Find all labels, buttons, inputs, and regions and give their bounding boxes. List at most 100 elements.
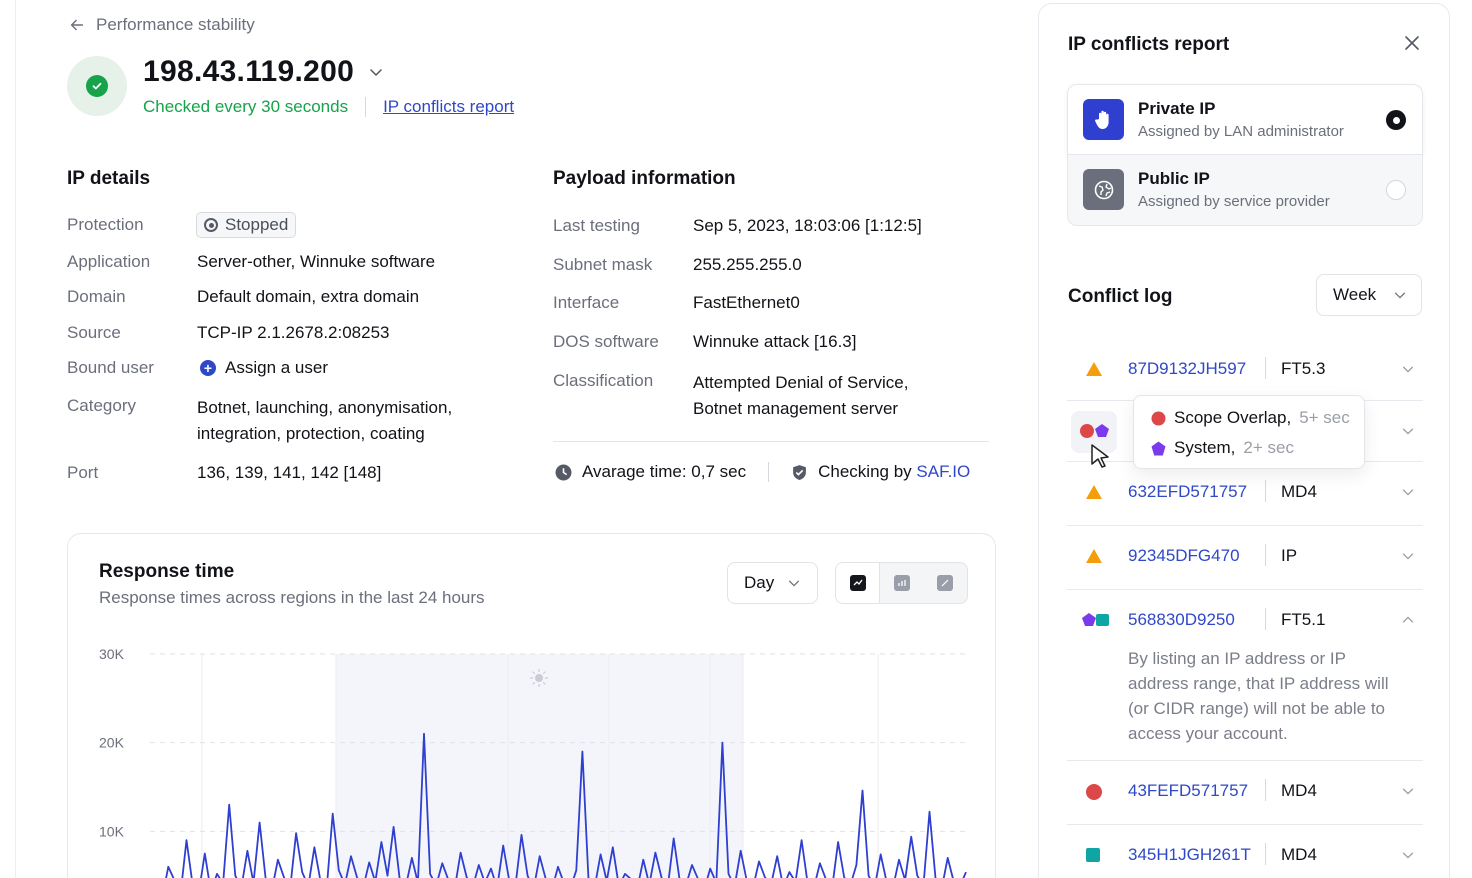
option-private-ip[interactable]: Private IP Assigned by LAN administrator [1067, 84, 1423, 155]
kv-value: Botnet, launching, anonymisation, [197, 398, 453, 417]
kv-key: Domain [67, 287, 126, 306]
period-select[interactable]: Day [727, 562, 818, 604]
assign-user-button[interactable]: + Assign a user [200, 358, 328, 378]
check-frequency: Checked every 30 seconds IP conflicts re… [143, 97, 514, 117]
log-code: FT5.1 [1281, 610, 1326, 629]
percent-view-button[interactable] [924, 563, 967, 603]
kv-value: FastEthernet0 [693, 293, 800, 312]
chevron-down-icon[interactable] [1401, 549, 1415, 568]
response-time-card: Response time Response times across regi… [67, 533, 996, 878]
ip-address: 198.43.119.200 [143, 55, 355, 88]
circle-pentagon-icon [1080, 424, 1109, 438]
highlight-region [336, 654, 743, 878]
log-id[interactable]: 632EFD571757 [1128, 482, 1248, 501]
kv-key: Bound user [67, 358, 154, 377]
y-tick-label: 20K [99, 735, 125, 751]
back-link[interactable]: Performance stability [68, 15, 255, 35]
arrow-left-icon [70, 19, 84, 31]
line-chart-view-button[interactable] [836, 563, 881, 603]
radio-unselected[interactable] [1386, 180, 1406, 200]
log-row-expanded[interactable]: 568830D9250 FT5.1 By listing an IP addre… [1067, 590, 1423, 761]
log-id[interactable]: 92345DFG470 [1128, 546, 1240, 565]
log-row[interactable]: 87D9132JH597 FT5.3 [1067, 339, 1423, 401]
hand-icon [1083, 99, 1124, 140]
line-chart-icon [849, 575, 866, 591]
kv-value: 136, 139, 141, 142 [148] [197, 463, 382, 482]
checking-provider-link[interactable]: SAF.IO [916, 462, 971, 481]
chart-title: Response time [99, 561, 235, 582]
cursor-pointer-icon [1091, 444, 1109, 468]
clock-icon [555, 464, 572, 480]
tooltip-time: 2+ sec [1243, 438, 1294, 457]
chevron-up-icon[interactable] [1401, 613, 1415, 632]
kv-value: 255.255.255.0 [693, 255, 802, 274]
stop-icon [204, 218, 218, 232]
panel-title: IP conflicts report [1068, 34, 1230, 55]
log-code: MD4 [1281, 482, 1317, 501]
kv-key: Protection [67, 215, 144, 234]
log-id[interactable]: 87D9132JH597 [1128, 359, 1247, 378]
conflict-log-title: Conflict log [1068, 286, 1173, 307]
log-id[interactable]: 345H1JGH261T [1128, 845, 1251, 864]
back-label: Performance stability [96, 15, 255, 34]
kv-key: Port [67, 463, 99, 482]
option-subtitle: Assigned by LAN administrator [1138, 123, 1344, 140]
ip-address-selector[interactable]: 198.43.119.200 [143, 55, 384, 89]
kv-key: Application [67, 252, 151, 271]
kv-value: Sep 5, 2023, 18:03:06 [1:12:5] [693, 216, 922, 235]
tooltip-label: System, [1174, 438, 1236, 457]
shield-check-icon [793, 464, 806, 480]
bar-chart-icon [893, 575, 910, 591]
chevron-down-icon[interactable] [1401, 784, 1415, 803]
kv-value: Winnuke attack [16.3] [693, 332, 857, 351]
chevron-down-icon[interactable] [1401, 362, 1415, 381]
log-period-select[interactable]: Week [1316, 274, 1422, 316]
log-tooltip: Scope Overlap, 5+ sec System, 2+ sec [1133, 395, 1365, 469]
option-public-ip[interactable]: Public IP Assigned by service provider [1067, 155, 1423, 226]
kv-key: Last testing [553, 216, 640, 235]
kv-key: Subnet mask [553, 255, 653, 274]
status-badge: Stopped [196, 212, 297, 238]
left-rail [0, 0, 16, 878]
kv-key: Classification [553, 371, 654, 390]
kv-key: DOS software [553, 332, 659, 351]
hovered-log-marker[interactable] [1071, 411, 1117, 453]
radio-selected[interactable] [1386, 110, 1406, 130]
globe-icon [1083, 169, 1124, 210]
purple-pentagon-icon [1151, 441, 1166, 455]
kv-key: Category [67, 396, 136, 415]
kv-key: Source [67, 323, 121, 342]
y-tick-label: 10K [99, 823, 125, 839]
close-icon[interactable] [1403, 34, 1421, 52]
option-subtitle: Assigned by service provider [1138, 193, 1330, 210]
log-code: IP [1281, 546, 1298, 565]
log-row[interactable]: 345H1JGH261T MD4 [1067, 825, 1423, 878]
response-time-chart: 30K 20K 10K [99, 646, 967, 878]
log-row[interactable]: 43FEFD571757 MD4 [1067, 761, 1423, 825]
log-id[interactable]: 568830D9250 [1128, 610, 1235, 629]
chart-view-toggle [835, 562, 968, 604]
log-period-value: Week [1333, 285, 1377, 304]
series-line-1 [165, 732, 967, 878]
chevron-down-icon [370, 69, 382, 77]
chevron-down-icon[interactable] [1401, 424, 1415, 443]
ip-conflicts-link[interactable]: IP conflicts report [383, 97, 515, 116]
period-select-value: Day [744, 573, 775, 592]
chevron-down-icon[interactable] [1401, 848, 1415, 867]
log-id[interactable]: 43FEFD571757 [1128, 781, 1249, 800]
chevron-down-icon[interactable] [1401, 485, 1415, 504]
option-title: Public IP [1138, 169, 1210, 188]
log-row[interactable]: 92345DFG470 IP [1067, 526, 1423, 590]
status-badge-label: Stopped [225, 215, 289, 234]
warning-triangle-icon [1086, 485, 1102, 499]
log-row[interactable]: 632EFD571757 MD4 [1067, 462, 1423, 526]
sun-icon [530, 669, 548, 687]
log-code: FT5.3 [1281, 359, 1326, 378]
divider [1265, 357, 1266, 379]
bar-chart-view-button[interactable] [880, 563, 923, 603]
payload-meta: Avarage time: 0,7 sec Checking by SAF.IO [555, 462, 970, 482]
log-code: MD4 [1281, 845, 1317, 864]
warning-triangle-icon [1086, 549, 1102, 563]
kv-value: Default domain, extra domain [197, 287, 420, 306]
divider [1265, 480, 1266, 502]
